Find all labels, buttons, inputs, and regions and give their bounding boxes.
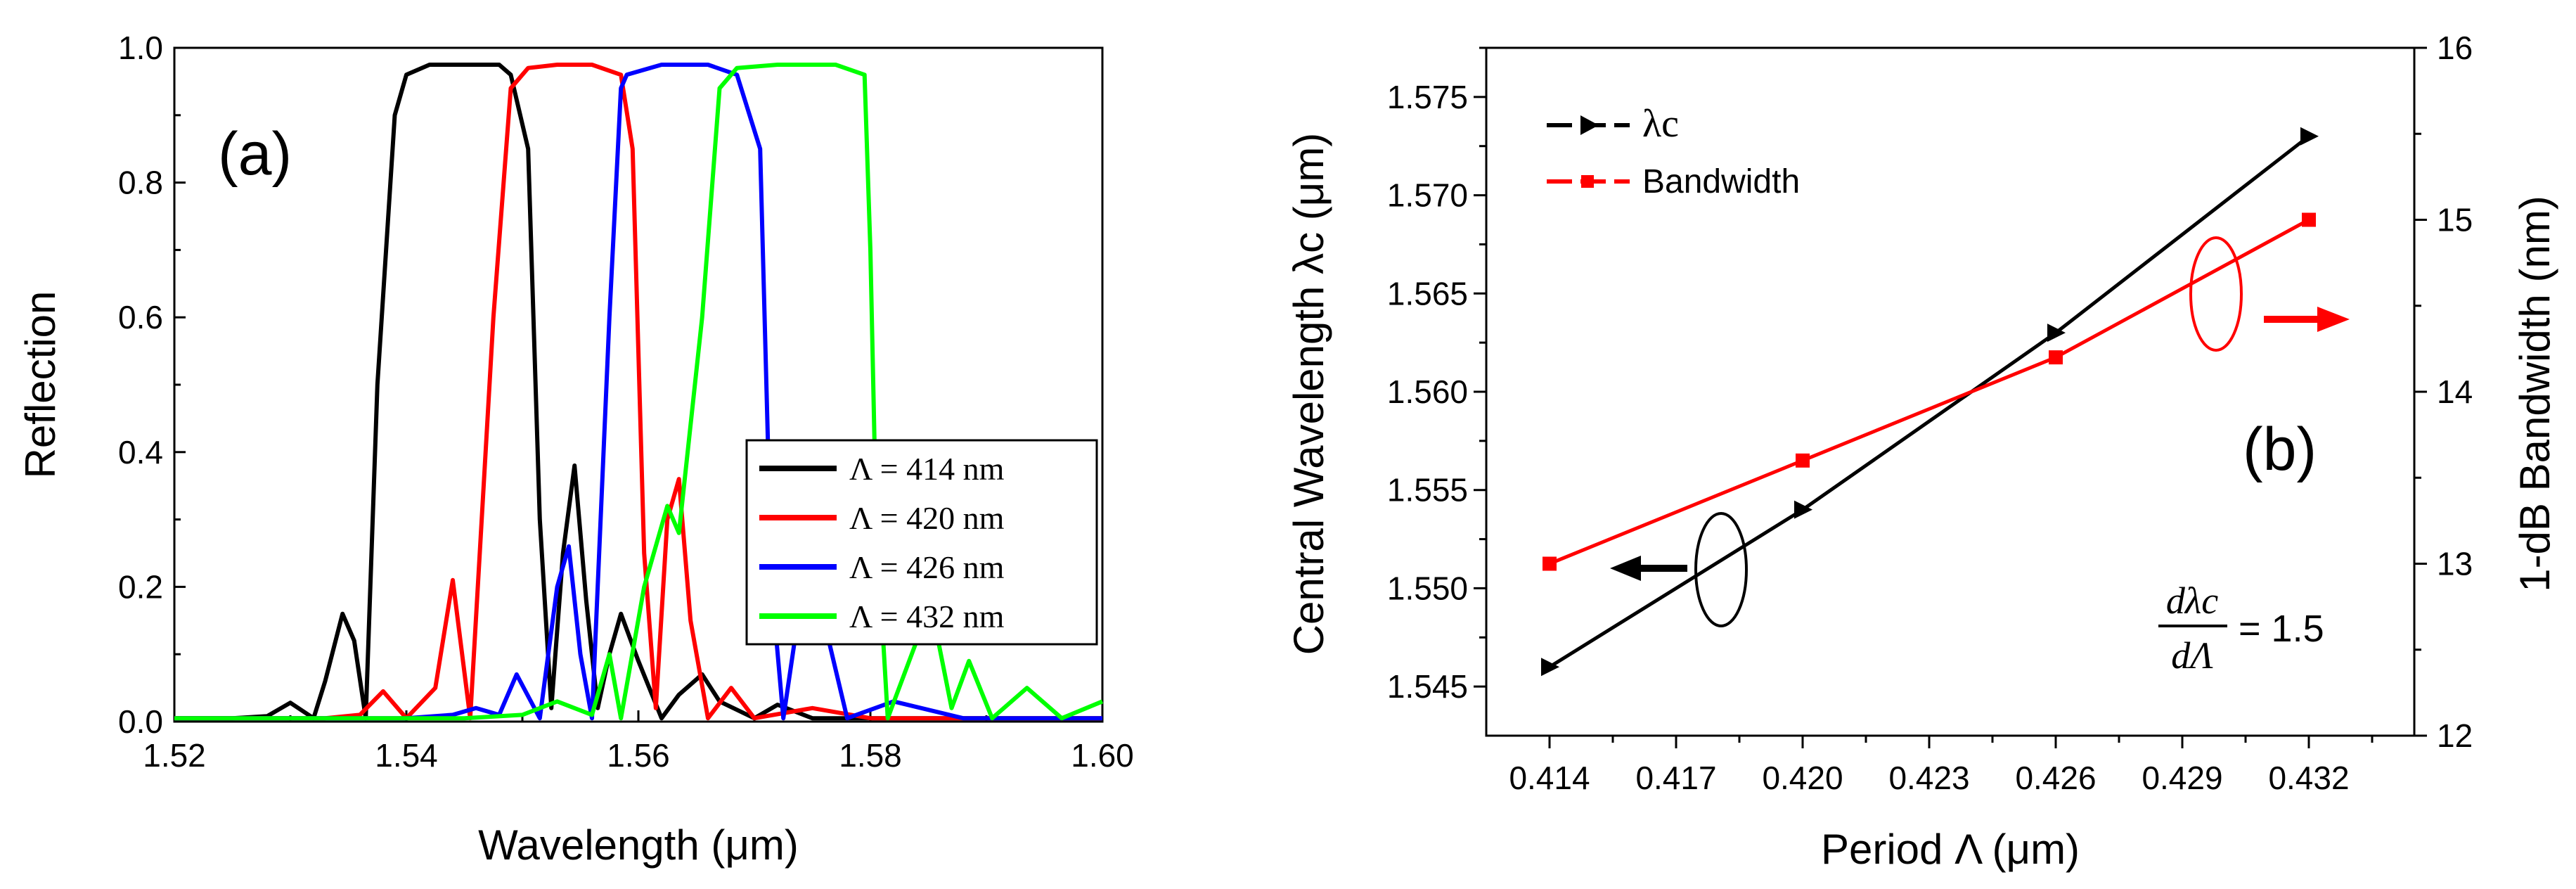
panel-a-series-group	[174, 63, 1104, 721]
b-yleft-tick-label-6: 1.575	[1387, 79, 1468, 115]
panel-b-ylabel-right: 1-dB Bandwidth (nm)	[2511, 196, 2558, 592]
a-series-line-432-nm	[174, 63, 1104, 721]
a-xtick-label-2: 1.56	[607, 737, 670, 774]
a-ytick-label-5: 1.0	[118, 30, 163, 66]
lambda-c-axis-ellipse	[1694, 512, 1748, 627]
a-ytick-label-2: 0.4	[118, 434, 163, 471]
b-xtick-label-5: 0.429	[2142, 760, 2222, 796]
b-yright-tick-label-3: 15	[2437, 202, 2473, 238]
legend-label-bandwidth: Bandwidth	[1642, 163, 1800, 200]
b-marker-bandwidth-2	[2049, 350, 2063, 365]
b-xtick-label-3: 0.423	[1888, 760, 1969, 796]
a-ytick-label-3: 0.6	[118, 299, 163, 335]
b-xtick-label-6: 0.432	[2268, 760, 2349, 796]
slope-annotation: dλc dΛ = 1.5	[2158, 580, 2324, 677]
panel-a-legend: Λ = 414 nm Λ = 420 nm Λ = 426 nm Λ = 432…	[745, 439, 1098, 646]
b-yright-tick-label-1: 13	[2437, 546, 2473, 582]
slope-numerator: dλc	[2166, 580, 2218, 622]
b-yleft-tick-label-3: 1.560	[1387, 373, 1468, 410]
a-xtick-label-3: 1.58	[839, 737, 902, 774]
b-yright-tick-label-4: 16	[2437, 30, 2473, 66]
b-marker-bandwidth-0	[1543, 556, 1557, 571]
slope-denominator: dΛ	[2171, 634, 2213, 677]
b-marker-bandwidth-3	[2302, 212, 2316, 227]
bandwidth-axis-ellipse	[2189, 236, 2243, 352]
b-marker-c-1	[1794, 500, 1812, 519]
b-marker-c-0	[1541, 658, 1559, 677]
panel-a-legend-box	[745, 439, 1098, 646]
legend-marker-bandwidth	[1581, 175, 1594, 188]
panel-a-chart: 1.52 1.54 1.56 1.58 1.60 0.0 0.2 0.4 0.6 0.8 1.0 (…	[17, 30, 1134, 869]
panel-b-label: (b)	[2243, 416, 2317, 483]
b-yleft-tick-label-4: 1.565	[1387, 275, 1468, 312]
b-series-line-bandwidth	[1549, 218, 2310, 565]
panel-a-tick-labels: 1.52 1.54 1.56 1.58 1.60 0.0 0.2 0.4 0.6 0.8 1.0	[118, 30, 1134, 774]
b-xtick-label-0: 0.414	[1509, 760, 1590, 796]
b-yleft-tick-label-5: 1.570	[1387, 177, 1468, 214]
left-axis-arrowhead	[1610, 556, 1641, 581]
b-marker-bandwidth-1	[1796, 453, 1810, 468]
panel-b-chart: 0.414 0.417 0.420 0.423 0.426 0.429 0.432 1.545…	[1285, 30, 2558, 873]
b-xtick-label-4: 0.426	[2015, 760, 2096, 796]
panel-a-xlabel: Wavelength (μm)	[478, 821, 799, 869]
legend-label-420: Λ = 420 nm	[849, 500, 1005, 536]
panel-b-legend: λc Bandwidth	[1547, 102, 1800, 200]
right-axis-arrowhead	[2317, 307, 2350, 332]
a-ytick-label-1: 0.2	[118, 568, 163, 605]
b-marker-c-2	[2047, 324, 2066, 343]
a-xtick-label-1: 1.54	[375, 737, 438, 774]
a-ytick-label-4: 0.8	[118, 165, 163, 201]
a-series-line-426-nm	[174, 63, 1102, 721]
panel-b-series-group	[1541, 127, 2319, 677]
legend-label-426: Λ = 426 nm	[849, 549, 1005, 585]
panel-b-ylabel-left: Central Wavelength λc (μm)	[1285, 133, 1332, 655]
b-xtick-label-1: 0.417	[1635, 760, 1716, 796]
legend-marker-lambda-c	[1580, 115, 1599, 135]
panel-b-ticks	[1474, 46, 2427, 748]
panel-b-tick-labels: 0.414 0.417 0.420 0.423 0.426 0.429 0.432 1.545…	[1387, 30, 2473, 796]
panel-b-xlabel: Period Λ (μm)	[1821, 826, 2080, 873]
a-xtick-label-0: 1.52	[143, 737, 206, 774]
slope-value: = 1.5	[2239, 608, 2324, 650]
legend-label-432: Λ = 432 nm	[849, 599, 1005, 634]
b-yleft-tick-label-2: 1.555	[1387, 472, 1468, 509]
b-yright-tick-label-2: 14	[2437, 373, 2473, 410]
b-yleft-tick-label-1: 1.550	[1387, 570, 1468, 606]
legend-label-414: Λ = 414 nm	[849, 451, 1005, 487]
panel-a-label: (a)	[218, 120, 292, 188]
a-ytick-label-0: 0.0	[118, 703, 163, 740]
panel-a-ylabel: Reflection	[17, 291, 64, 479]
b-marker-c-3	[2300, 127, 2319, 146]
a-xtick-label-4: 1.60	[1071, 737, 1134, 774]
a-series-line-414-nm	[174, 63, 1102, 721]
b-yright-tick-label-0: 12	[2437, 717, 2473, 754]
legend-label-lambda-c: λc	[1642, 102, 1679, 146]
b-yleft-tick-label-0: 1.545	[1387, 668, 1468, 705]
b-series-line-c	[1548, 134, 2310, 669]
b-xtick-label-2: 0.420	[1762, 760, 1843, 796]
a-series-line-420-nm	[174, 63, 1102, 721]
